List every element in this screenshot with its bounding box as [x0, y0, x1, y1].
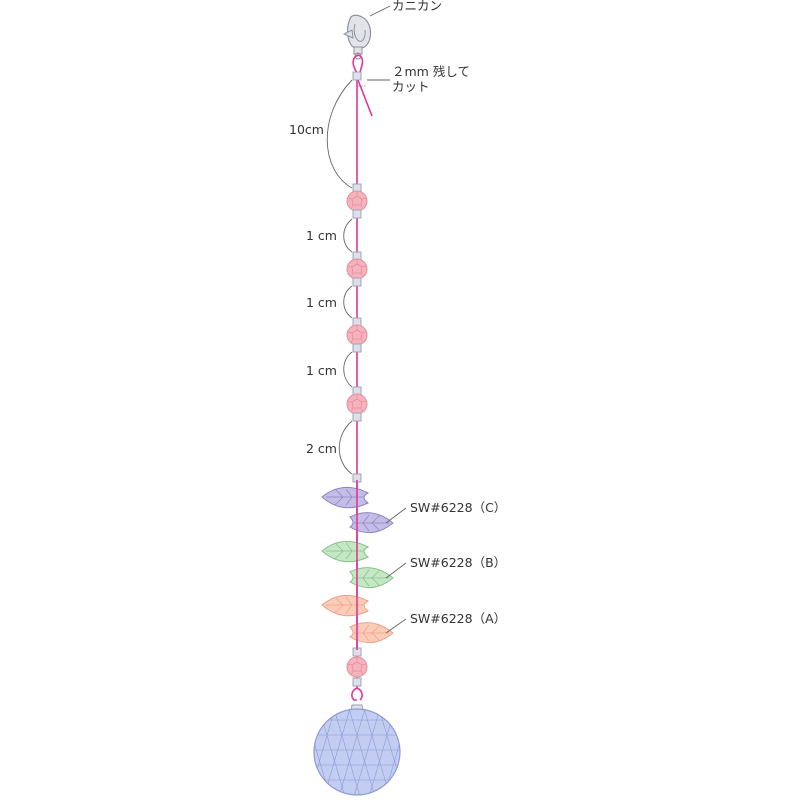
clasp-label: カニカン — [392, 0, 442, 13]
crystal-bead-3 — [346, 317, 368, 353]
crystal-ball-icon — [313, 704, 401, 796]
dimension-label-3: 1 cm — [306, 363, 337, 378]
top-crimp-bead — [352, 71, 362, 81]
dimension-label-1: 1 cm — [306, 228, 337, 243]
crystal-bead-bottom — [346, 647, 368, 687]
part-label-a: SW#6228（A） — [410, 611, 506, 626]
dimension-lines — [326, 5, 407, 634]
cut-instruction-line2: カット — [392, 79, 430, 94]
cut-instruction-line1: ２mm 残して — [392, 64, 470, 79]
crystal-bead-1 — [346, 183, 368, 219]
dimension-label-2: 1 cm — [306, 295, 337, 310]
crystal-bead-4 — [346, 386, 368, 422]
part-label-b: SW#6228（B） — [410, 555, 506, 570]
dimension-label-top: 10cm — [289, 122, 324, 137]
dimension-label-4: 2 cm — [306, 441, 337, 456]
part-label-c: SW#6228（C） — [410, 500, 506, 515]
lobster-clasp-icon — [342, 14, 372, 60]
crystal-bead-2 — [346, 251, 368, 287]
